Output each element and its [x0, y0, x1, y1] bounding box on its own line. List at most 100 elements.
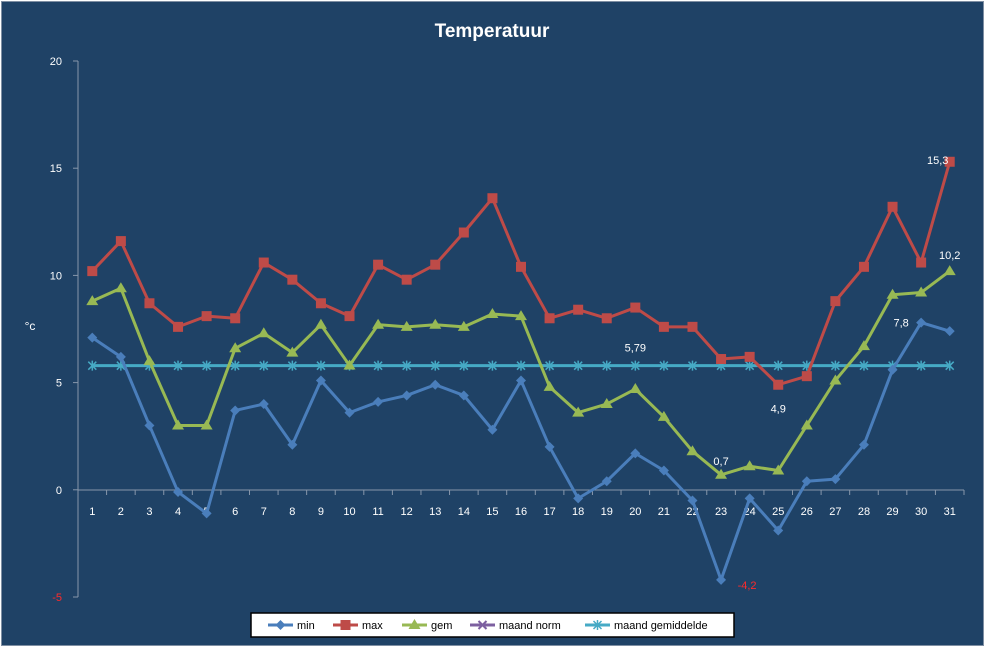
point-max — [315, 298, 326, 309]
point-min — [115, 351, 126, 362]
point-gem — [915, 286, 928, 297]
axes: 20151050-5123456789101112131415161718192… — [50, 56, 965, 604]
legend-marker — [340, 620, 351, 630]
point-gem — [515, 310, 527, 321]
point-min — [830, 474, 841, 485]
series-line-gem — [91, 269, 951, 477]
point-maand-gemiddelde — [573, 360, 583, 371]
x-tick-label: 11 — [372, 506, 383, 518]
point-min — [944, 326, 955, 337]
point-gem — [772, 464, 785, 475]
point-maand-gemiddelde — [316, 360, 326, 371]
point-min — [201, 508, 212, 519]
legend-entry-max: max — [333, 620, 383, 632]
point-maand-gemiddelde — [373, 360, 383, 371]
legend-marker — [592, 620, 603, 630]
x-tick-label: 31 — [944, 506, 956, 518]
point-gem — [600, 398, 613, 409]
point-max — [944, 156, 955, 167]
point-gem — [200, 419, 213, 430]
legend: min max gem maand norm maand gemiddelde — [250, 612, 735, 638]
point-gem — [286, 346, 299, 357]
point-max — [744, 351, 755, 362]
point-gem — [686, 445, 699, 456]
x-tick-label: 3 — [146, 506, 152, 518]
y-tick-label: -5 — [52, 592, 62, 604]
point-gem — [143, 355, 156, 366]
point-min — [258, 399, 269, 410]
x-tick-label: 12 — [401, 506, 413, 518]
point-maand-gemiddelde — [830, 360, 840, 371]
x-tick-label: 30 — [915, 506, 927, 518]
point-maand-gemiddelde — [259, 360, 269, 371]
point-gem — [172, 419, 185, 430]
point-min — [344, 407, 355, 418]
point-max — [458, 227, 469, 238]
point-maand-gemiddelde — [687, 360, 698, 371]
series-gem — [86, 265, 956, 479]
legend-label: min — [297, 620, 315, 632]
point-min — [887, 364, 898, 375]
point-max — [516, 261, 526, 272]
data-label: 0,7 — [713, 456, 728, 468]
data-label: -4,2 — [738, 580, 757, 592]
point-maand-gemiddelde — [545, 360, 555, 371]
point-maand-gemiddelde — [602, 360, 612, 371]
legend-marker — [408, 619, 421, 629]
point-min — [487, 424, 498, 435]
y-axis-label: °c — [25, 319, 36, 333]
y-tick-label: 0 — [56, 485, 62, 497]
point-min — [87, 332, 98, 343]
legend-label: maand gemiddelde — [614, 620, 708, 632]
point-min — [458, 390, 469, 401]
point-min — [601, 476, 612, 487]
point-maand-gemiddelde — [430, 360, 440, 371]
y-tick-label: 20 — [50, 56, 62, 68]
point-gem — [857, 340, 870, 351]
series-layer — [86, 156, 956, 585]
point-gem — [229, 342, 242, 353]
point-min — [315, 375, 326, 386]
point-max — [201, 311, 212, 322]
point-min — [287, 439, 298, 450]
data-label: 15,3 — [927, 155, 948, 167]
point-gem — [543, 380, 556, 391]
point-maand-gemiddelde — [745, 360, 755, 371]
point-min — [373, 396, 384, 407]
point-gem — [943, 265, 956, 276]
x-tick-label: 26 — [801, 506, 813, 518]
x-tick-label: 27 — [829, 506, 841, 518]
point-gem — [743, 460, 756, 471]
point-maand-gemiddelde — [859, 360, 869, 371]
point-min — [716, 574, 727, 585]
point-min — [687, 495, 698, 506]
point-max — [173, 321, 184, 332]
legend-marker — [275, 620, 286, 630]
legend-label: gem — [431, 620, 452, 632]
point-gem — [372, 318, 385, 329]
chart-title: Temperatuur — [435, 21, 550, 42]
point-gem — [629, 383, 642, 394]
x-tick-label: 8 — [289, 506, 295, 518]
point-gem — [829, 374, 842, 385]
point-max — [87, 266, 98, 277]
x-tick-label: 29 — [886, 506, 898, 518]
legend-entry-maand-norm: maand norm — [470, 620, 561, 632]
series-max — [87, 156, 955, 390]
point-gem — [429, 318, 442, 329]
legend-entry-min: min — [268, 620, 315, 632]
x-tick-label: 7 — [261, 506, 267, 518]
point-min — [744, 493, 755, 504]
point-max — [373, 259, 384, 270]
point-min — [430, 379, 441, 390]
x-tick-label: 19 — [601, 506, 613, 518]
x-tick-label: 6 — [232, 506, 238, 518]
x-tick-label: 17 — [543, 506, 555, 518]
point-max — [916, 257, 927, 268]
data-label: 4,9 — [771, 404, 786, 416]
point-min — [858, 439, 869, 450]
point-gem — [86, 295, 99, 306]
point-max — [258, 257, 269, 268]
legend-label: maand norm — [499, 620, 561, 632]
